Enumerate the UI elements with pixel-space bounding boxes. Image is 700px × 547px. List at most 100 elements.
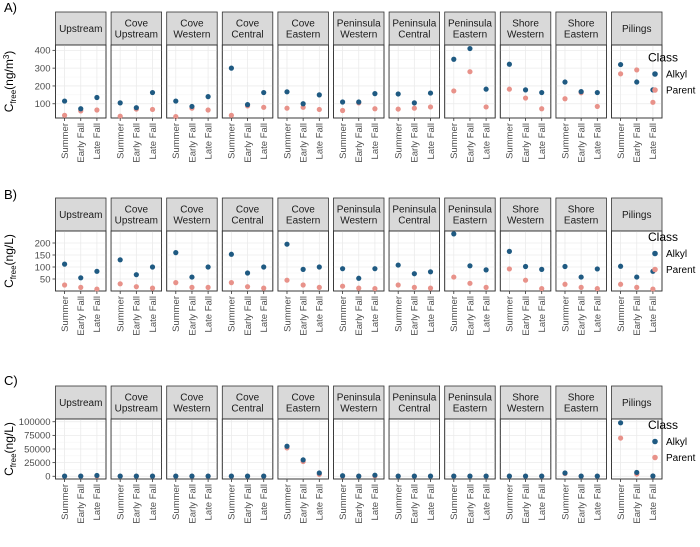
point-alkyl [522,263,529,270]
point-alkyl [205,264,211,270]
facet-6: Peninsula Central Summer Early Fall Late Fal… [388,385,441,524]
legend-label-alkyl: Alkyl [666,70,687,81]
point-parent [634,284,640,290]
point-alkyl [133,473,139,479]
point-parent [339,107,346,114]
facet-strip-label: Peninsula Western [337,205,381,227]
facet-strip-label: Peninsula Eastern [448,205,492,227]
point-alkyl [78,473,84,479]
facet-strip [166,385,218,420]
ylabel-main: C [2,467,16,476]
point-alkyl [173,473,179,479]
facet-strip [611,385,663,420]
x-tick-label: Early Fall [243,123,254,163]
point-alkyl [284,89,290,95]
facet-10: Pilings Summer Early Fall Late Fall [611,11,663,163]
point-alkyl [228,473,234,479]
point-alkyl [411,473,417,479]
x-tick-label: Summer [505,123,516,159]
facet-strip [555,11,607,46]
x-tick-label: Summer [449,296,460,332]
point-alkyl [173,250,179,256]
x-tick-label: Early Fall [410,484,421,524]
facet-strip [388,385,441,420]
x-tick-label: Early Fall [465,123,476,163]
point-alkyl [300,266,306,272]
x-tick-label: Late Fall [148,484,159,520]
point-parent [117,113,123,119]
point-parent [483,104,489,110]
point-alkyl [522,87,529,93]
point-parent [483,284,489,290]
x-tick-label: Late Fall [92,296,103,332]
point-parent [650,99,656,105]
x-tick-label: Late Fall [203,484,214,520]
facet-3: Cove Central Summer Early Fall Late Fall [221,385,274,524]
point-parent [133,284,139,290]
point-alkyl [562,79,568,85]
point-parent [316,284,322,290]
facet-strip [277,385,329,420]
y-axis-label: Cfree(ng/L) [2,422,18,476]
point-parent [316,106,322,113]
x-tick-label: Early Fall [187,123,198,163]
x-tick-label: Late Fall [481,123,492,159]
y-tick-label: 200 [35,81,51,92]
facet-strip-label: Shore Eastern [564,19,598,41]
point-alkyl [395,262,401,268]
point-alkyl [539,473,545,479]
point-parent [244,284,251,290]
y-tick-label: 400 [35,46,51,57]
facet-strip [55,385,107,420]
facet-strip-label: Peninsula Western [337,393,381,415]
facet-strip-label: Shore Western [507,205,544,227]
point-parent [617,71,624,77]
point-alkyl [562,470,568,476]
x-tick-label: Summer [171,296,182,332]
point-parent [339,283,346,289]
point-alkyl [483,473,489,479]
chart-panel-row-1: A) Cfree(ng/m3) 100 200 300 400 Upstream Summer… [2,0,696,163]
x-tick-label: Late Fall [148,123,159,159]
facet-strip-label: Shore Western [507,393,544,415]
x-tick-label: Late Fall [426,484,437,520]
y-axis-label: Cfree(ng/L) [2,234,18,288]
facet-2: Cove Western Summer Early Fall Late Fall [166,197,218,336]
x-tick-label: Summer [282,484,293,520]
point-parent [467,280,473,286]
point-alkyl [467,45,473,52]
facet-0: Upstream Summer Early Fall Late Fall [55,11,107,163]
facet-strip-label: Cove Upstream [115,393,158,415]
x-tick-label: Early Fall [354,123,365,163]
facet-strip [444,385,496,420]
point-alkyl [149,473,156,479]
point-parent [284,277,290,283]
point-alkyl [284,241,290,247]
point-alkyl [427,90,434,96]
point-alkyl [356,99,362,105]
panel-label: C) [4,373,18,388]
y-tick-label: 50000 [24,444,50,455]
point-alkyl [594,89,600,96]
x-tick-label: Early Fall [187,484,198,524]
point-parent [617,281,624,287]
x-tick-label: Early Fall [576,484,587,524]
point-parent [594,286,600,292]
point-alkyl [578,473,584,479]
facet-7: Peninsula Eastern Summer Early Fall Late Fal… [444,11,496,163]
point-alkyl [228,65,234,71]
facet-strip [611,11,663,46]
facet-strip-label: Cove Central [231,205,263,227]
x-tick-label: Early Fall [298,296,309,336]
x-tick-label: Summer [393,296,404,332]
x-tick-label: Summer [338,296,349,332]
point-alkyl [650,473,656,479]
point-alkyl [244,102,251,108]
legend-label-parent: Parent [666,265,696,276]
point-alkyl [483,267,489,273]
x-tick-label: Late Fall [593,123,604,159]
legend-key-parent [652,87,658,93]
point-alkyl [117,473,123,479]
legend-title: Class [648,418,678,432]
